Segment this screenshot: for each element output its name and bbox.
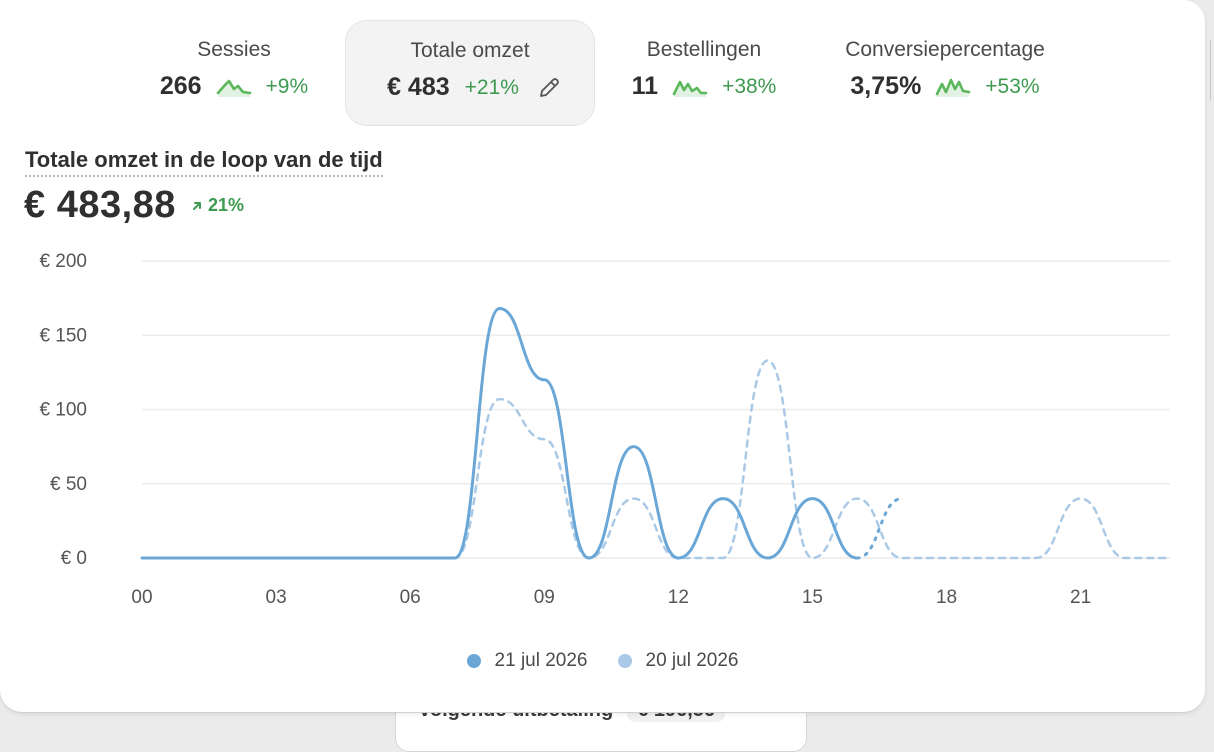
y-tick-label: € 0 [61, 548, 87, 569]
metric-tab-orders[interactable]: Bestellingen 11 +38% [610, 20, 798, 126]
pencil-icon[interactable] [537, 76, 561, 100]
x-tick-label: 09 [534, 587, 555, 608]
legend-item-current[interactable]: 21 jul 2026 [466, 650, 588, 672]
sparkline-icon [935, 78, 971, 97]
total-revenue-change-value: 21% [208, 195, 245, 215]
y-tick-label: € 200 [39, 251, 87, 272]
chart-title[interactable]: Totale omzet in de loop van de tijd [25, 147, 383, 177]
arrow-up-right-icon [193, 201, 201, 210]
sparkline-icon [672, 80, 708, 97]
x-tick-label: 03 [266, 587, 287, 608]
x-tick-label: 15 [802, 587, 823, 608]
x-tick-label: 21 [1070, 587, 1091, 608]
metric-value: 3,75% [850, 72, 922, 100]
y-tick-label: € 100 [39, 400, 87, 421]
legend-label: 21 jul 2026 [494, 650, 588, 671]
legend-dot [617, 654, 632, 668]
sparkline-icon [216, 79, 251, 97]
metric-change: +53% [985, 74, 1040, 98]
metric-label: Totale omzet [410, 39, 530, 62]
metric-value: € 483 [387, 73, 450, 101]
series-line-current-partial [855, 497, 904, 560]
series-line-compare [140, 359, 1172, 560]
metric-label: Conversiepercentage [845, 38, 1045, 61]
x-tick-label: 12 [668, 587, 689, 608]
metric-change: +38% [722, 74, 777, 98]
metric-label: Sessies [197, 38, 271, 61]
total-revenue-change: 21% [191, 195, 244, 216]
series-line-current [140, 307, 859, 560]
legend-label: 20 jul 2026 [645, 650, 739, 671]
x-tick-label: 18 [936, 587, 957, 608]
metric-label: Bestellingen [646, 38, 762, 61]
revenue-line-chart: € 0 € 50 € 100 € 150 € 200 00 03 06 09 12 15 18 21 [39, 251, 1172, 608]
background-panel-edge [1210, 40, 1214, 100]
metric-tab-sessions[interactable]: Sessies 266 +9% [140, 20, 328, 126]
y-tick-label: € 150 [39, 325, 87, 346]
legend-item-compare[interactable]: 20 jul 2026 [617, 650, 739, 672]
chart-legend: 21 jul 2026 20 jul 2026 [0, 650, 1205, 672]
x-tick-label: 00 [131, 587, 152, 608]
analytics-card: Sessies 266 +9% Totale omzet € 483 +21% … [0, 0, 1205, 712]
metric-change: +9% [265, 74, 309, 98]
metric-tab-conversion-rate[interactable]: Conversiepercentage 3,75% +53% [820, 20, 1070, 126]
y-tick-label: € 50 [50, 474, 87, 495]
metric-change: +21% [464, 75, 519, 99]
x-tick-label: 06 [400, 587, 421, 608]
total-revenue-value: € 483,88 [24, 184, 176, 226]
metric-value: 11 [631, 72, 659, 100]
metric-tab-total-revenue[interactable]: Totale omzet € 483 +21% [345, 20, 595, 126]
legend-dot [466, 654, 481, 668]
metric-value: 266 [159, 72, 202, 100]
